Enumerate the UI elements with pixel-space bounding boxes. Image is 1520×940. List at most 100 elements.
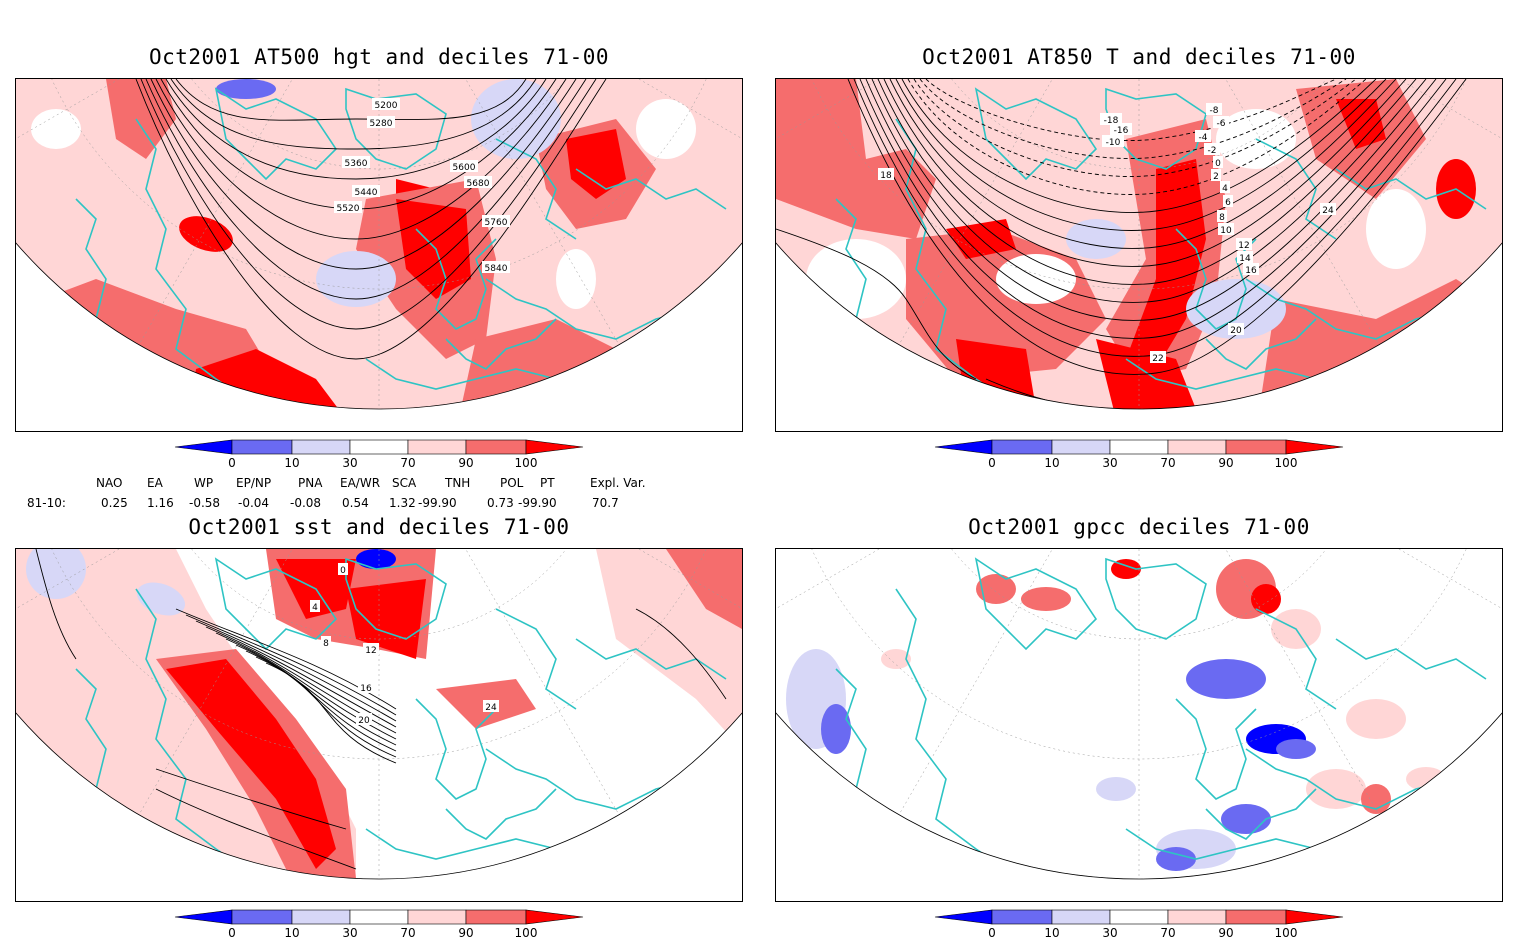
coastline: [1335, 168, 1487, 210]
contour-line: [245, 650, 397, 752]
teleconnection-table: NAO EA WP EP/NP PNA EA/WR SCA TNH POL PT…: [0, 474, 760, 514]
coastline: [1175, 228, 1257, 330]
colorbar-tick-label: 70: [400, 926, 415, 940]
value-tnh: -99.90: [418, 496, 457, 510]
colorbar-segment: [525, 439, 584, 455]
decile-shading: [1276, 739, 1316, 759]
colorbar-segment: [1109, 439, 1169, 455]
colorbar-tick-label: 100: [515, 926, 538, 940]
contour-label: 2: [1213, 172, 1219, 182]
decile-shading: [1021, 587, 1071, 611]
colorbar-tick-label: 100: [1275, 926, 1298, 940]
contour-line: [859, 79, 1447, 339]
coastline: [1255, 138, 1337, 240]
contour-label-bg: [1236, 238, 1252, 250]
contour-label: 5680: [467, 179, 490, 189]
colorbar-segment: [1167, 439, 1227, 455]
contour-line: [847, 79, 1467, 375]
contour-line: [265, 662, 397, 764]
decile-shading: [1366, 189, 1426, 269]
contour-label-bg: [1150, 351, 1166, 363]
coastline: [214, 557, 338, 651]
colorbar-segment: [1285, 909, 1344, 925]
decile-shading: [26, 549, 86, 599]
map-edge: [16, 242, 742, 410]
colorbar-tick-label: 70: [1160, 926, 1175, 940]
map-edge: [16, 712, 742, 880]
contour-label-bg: [1243, 263, 1259, 275]
coastline: [214, 87, 338, 181]
contour-label: 12: [1238, 241, 1249, 251]
decile-shading: [216, 79, 276, 99]
contour-label-bg: [878, 168, 894, 180]
value-wp: -0.58: [189, 496, 221, 510]
map-sst: 0 4 8 12 16 20 24 28: [15, 548, 743, 902]
coastline: [974, 87, 1098, 181]
panel-title: Oct2001 AT500 hgt and deciles 71-00: [148, 45, 609, 69]
value-pol: 0.73: [487, 496, 514, 510]
coastline: [1175, 698, 1257, 800]
panel-title: Oct2001 AT850 T and deciles 71-00: [922, 45, 1356, 69]
value-pt: -99.90: [518, 496, 557, 510]
meridian: [1138, 79, 1502, 170]
contour-label: -18: [1104, 116, 1119, 126]
contour-label: 5760: [485, 218, 508, 228]
colorbar-segment: [407, 909, 467, 925]
coastline: [485, 748, 697, 810]
coastline: [1205, 318, 1317, 370]
colorbar-tick-label: 0: [228, 456, 236, 470]
contour-label: 22: [1152, 354, 1163, 364]
header-pna: PNA: [298, 476, 323, 490]
contour-label: 24: [485, 703, 497, 713]
colorbar-segment: [1225, 909, 1287, 925]
contour-line: [205, 626, 397, 728]
colorbar-segment: [291, 909, 351, 925]
colorbar-segment: [1051, 439, 1111, 455]
contour-line: [170, 79, 537, 150]
decile-shading: [1156, 847, 1196, 871]
coastline: [1335, 638, 1487, 680]
decile-shading: [881, 649, 911, 669]
coastline: [415, 698, 497, 800]
contour-line: [155, 79, 567, 240]
meridian: [1138, 79, 1380, 345]
contour-label-bg: [1213, 116, 1229, 128]
colorbar: 0 10 30 70 90 100: [174, 909, 584, 940]
contour-label: 28: [330, 884, 342, 894]
contour-line: [865, 79, 1437, 321]
contour-label-bg: [1213, 156, 1223, 168]
contour-label-bg: [1102, 135, 1124, 147]
contour-label-bg: [367, 116, 395, 128]
coastline: [495, 138, 577, 240]
contour-label-bg: [338, 563, 348, 575]
value-epnp: -0.04: [238, 496, 270, 510]
contour-line: [150, 79, 577, 270]
map-edge: [776, 712, 1502, 880]
meridian: [378, 549, 742, 640]
decile-shading: [471, 79, 561, 159]
colorbar-tick-label: 90: [1218, 926, 1233, 940]
colorbar: 0 10 30 70 90 100: [934, 439, 1344, 470]
contour-line: [155, 768, 347, 830]
contour-label-bg: [483, 700, 499, 712]
contour-line: [175, 79, 527, 121]
contour-label: 0: [1215, 159, 1221, 169]
value-expl-var: 70.7: [592, 496, 619, 510]
contour-label-bg: [358, 681, 374, 693]
decile-shading: [636, 99, 696, 159]
contour-label-bg: [450, 160, 478, 172]
coastline: [1205, 788, 1317, 840]
contour-label: -6: [1217, 119, 1226, 129]
contour-label: 4: [1222, 184, 1228, 194]
contour-label: 5280: [370, 119, 393, 129]
contour-label-bg: [1100, 113, 1122, 125]
decile-shading: [1251, 584, 1281, 614]
map-at850-t: -18 -16 -10 -8 -6 -4 -2 0 2 4 6 8 10 12 14 16 18 20 22 24: [775, 78, 1503, 432]
colorbar-segment: [934, 439, 993, 455]
colorbar-segment: [1109, 909, 1169, 925]
coastline: [575, 168, 727, 210]
coastline: [1105, 557, 1207, 640]
colorbar: 0 10 30 70 90 100: [934, 909, 1344, 940]
contour-line: [919, 79, 1347, 159]
